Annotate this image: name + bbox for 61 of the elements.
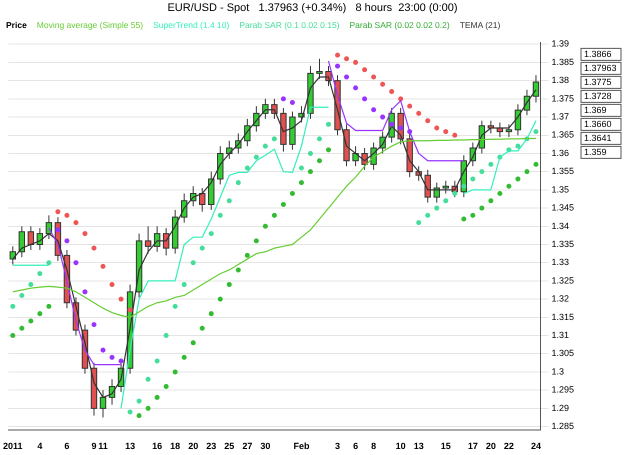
x-tick-label: 27 xyxy=(242,441,252,452)
y-tick-label: 1.39 xyxy=(551,38,570,49)
text: 1.359 xyxy=(584,146,607,157)
x-tick-label: 10 xyxy=(396,441,406,452)
y-tick-label: 1.3 xyxy=(551,366,564,376)
y-tick-label: 1.285 xyxy=(551,421,574,432)
x-tick-label: 6 xyxy=(353,441,358,452)
y-tick-label: 1.31 xyxy=(551,330,570,340)
x-tick-label: 20 xyxy=(486,441,496,452)
text: 1.369 xyxy=(584,104,607,115)
y-tick-label: 1.34 xyxy=(551,220,570,231)
y-tick-label: 1.295 xyxy=(551,384,574,395)
y-tick-label: 1.315 xyxy=(551,312,574,322)
x-tick-label: 30 xyxy=(260,441,270,452)
text: 1.3866 xyxy=(584,48,612,59)
text: Parab SAR (0.02 0.02 0.2) xyxy=(350,20,450,30)
x-tick-label: 22 xyxy=(504,441,514,452)
text: Moving average (Simple 55) xyxy=(36,20,144,30)
x-tick-label: 2011 xyxy=(3,441,23,452)
y-tick-label: 1.33 xyxy=(551,257,570,268)
y-tick-label: 1.305 xyxy=(551,348,574,358)
x-tick-label: 6 xyxy=(64,441,70,452)
x-tick-label: 20 xyxy=(188,441,198,452)
x-tick-label: 18 xyxy=(170,441,180,452)
x-tick-label: 16 xyxy=(152,441,162,452)
y-tick-label: 1.385 xyxy=(551,56,574,67)
text: TEMA (21) xyxy=(460,20,500,30)
x-tick-label: 9 xyxy=(91,441,96,452)
x-tick-label: 11 xyxy=(98,441,108,452)
y-tick-label: 1.335 xyxy=(551,238,574,249)
x-tick-label: 15 xyxy=(440,441,451,452)
x-tick-label: 17 xyxy=(468,441,478,452)
y-tick-label: 1.365 xyxy=(551,130,574,140)
x-tick-label: 24 xyxy=(530,441,541,452)
y-tick-label: 1.32 xyxy=(551,294,570,304)
text: SuperTrend (1.4 10) xyxy=(153,20,230,30)
text: 1.3728 xyxy=(584,90,612,101)
y-tick-label: 1.37 xyxy=(551,112,570,122)
text: 1.3641 xyxy=(584,132,612,143)
text: 1.37963 xyxy=(584,62,617,73)
x-tick-label: 23 xyxy=(206,441,216,452)
y-tick-label: 1.345 xyxy=(551,202,574,213)
x-tick-label: 8 xyxy=(371,441,376,452)
chart-title: EUR/USD - Spot 1.37963 (+0.34%) 8 hours 23:00 (0:00) xyxy=(166,1,459,16)
text: 1.3660 xyxy=(584,118,612,129)
y-tick-label: 1.355 xyxy=(551,166,574,176)
text: Parab SAR (0.1 0.02 0.15) xyxy=(239,20,340,30)
y-tick-label: 1.35 xyxy=(551,184,570,194)
y-tick-label: 1.325 xyxy=(551,275,574,286)
x-tick-label: 25 xyxy=(224,441,234,452)
x-tick-label: 13 xyxy=(125,441,136,452)
text: 1.3775 xyxy=(584,76,612,87)
y-tick-label: 1.38 xyxy=(551,75,570,86)
y-tick-label: 1.375 xyxy=(551,93,574,104)
x-tick-label: 4 xyxy=(37,441,42,452)
x-tick-label: Feb xyxy=(293,441,310,452)
x-tick-label: 3 xyxy=(335,441,340,452)
y-tick-label: 1.36 xyxy=(551,148,570,158)
x-tick-label: 13 xyxy=(414,441,424,452)
legend-title: Price xyxy=(6,20,27,30)
y-tick-label: 1.29 xyxy=(551,402,570,413)
